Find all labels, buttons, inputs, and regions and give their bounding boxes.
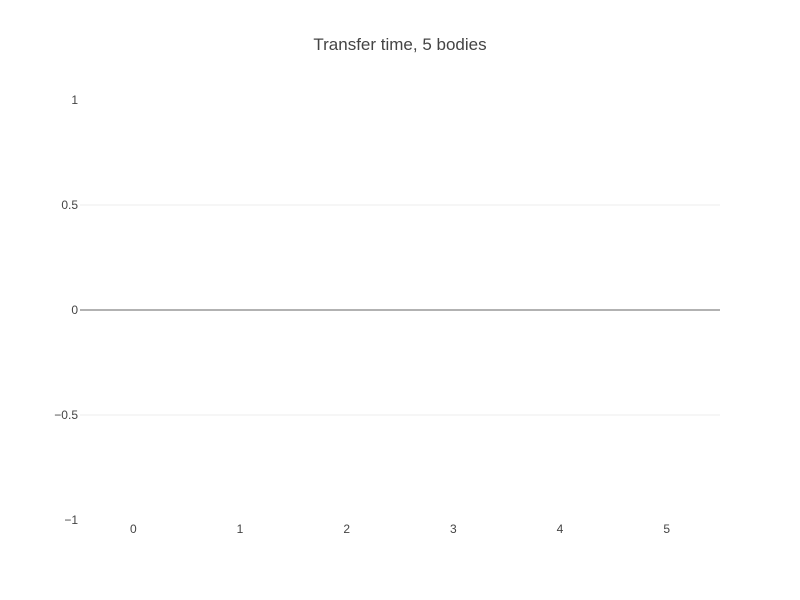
y-axis-ticks: 1 0.5 0 −0.5 −1: [54, 93, 78, 527]
y-tick-label: −0.5: [54, 408, 78, 422]
y-tick-label: −1: [64, 513, 78, 527]
x-tick-label: 2: [343, 522, 350, 536]
y-tick-label: 1: [71, 93, 78, 107]
chart-title: Transfer time, 5 bodies: [313, 35, 486, 54]
x-axis-ticks: 0 1 2 3 4 5: [130, 522, 670, 536]
x-tick-label: 1: [237, 522, 244, 536]
x-tick-label: 4: [557, 522, 564, 536]
y-tick-label: 0.5: [61, 198, 78, 212]
x-tick-label: 0: [130, 522, 137, 536]
y-tick-label: 0: [71, 303, 78, 317]
grid-lines: [80, 204, 720, 416]
x-tick-label: 3: [450, 522, 457, 536]
x-tick-label: 5: [663, 522, 670, 536]
